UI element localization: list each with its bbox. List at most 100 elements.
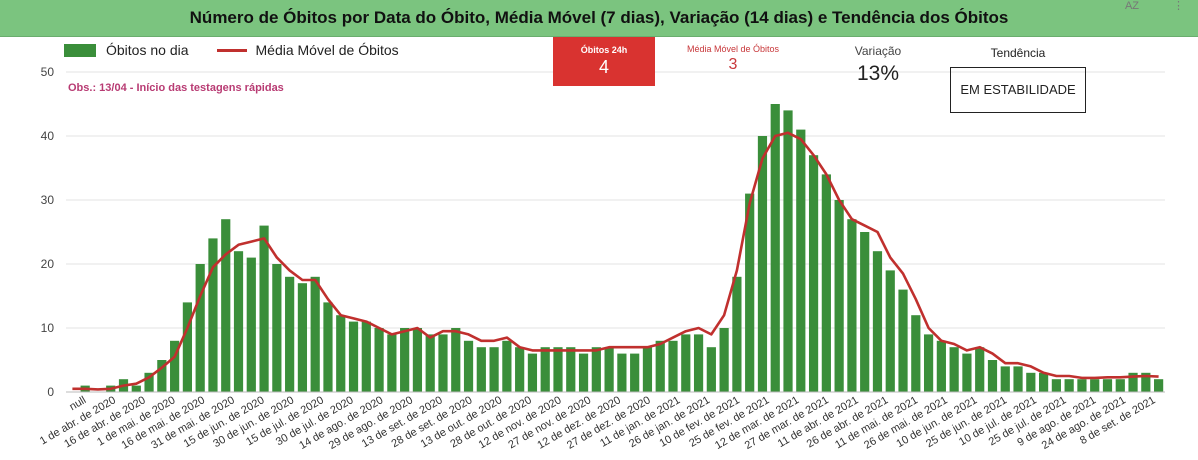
bar bbox=[1090, 379, 1100, 392]
bar bbox=[272, 264, 282, 392]
bar bbox=[975, 347, 985, 392]
bar bbox=[1154, 379, 1164, 392]
bar bbox=[387, 334, 397, 392]
y-tick-label: 50 bbox=[41, 65, 55, 79]
bar bbox=[502, 340, 512, 392]
bar bbox=[783, 110, 793, 393]
bar bbox=[195, 264, 205, 392]
bar bbox=[348, 321, 359, 392]
bar bbox=[1000, 366, 1010, 392]
bar bbox=[630, 353, 640, 392]
kpi-variation-value: 13% bbox=[856, 62, 900, 85]
bar bbox=[911, 315, 921, 392]
sort-az-icon[interactable]: AZ bbox=[1124, 0, 1139, 12]
y-tick-label: 20 bbox=[41, 257, 55, 271]
bar bbox=[489, 347, 499, 392]
bar bbox=[834, 200, 844, 392]
bar bbox=[757, 136, 768, 392]
bar bbox=[770, 104, 780, 392]
bar bbox=[1064, 379, 1074, 392]
bar bbox=[170, 340, 180, 392]
legend-line-label: Média Móvel de Óbitos bbox=[255, 42, 399, 58]
bar bbox=[898, 289, 908, 392]
more-menu-icon[interactable]: ⋮ bbox=[1173, 0, 1184, 12]
bar bbox=[297, 283, 308, 392]
kpi-variation: Variação 13% bbox=[840, 44, 916, 86]
bar bbox=[221, 219, 231, 392]
bar bbox=[668, 340, 678, 392]
corner-controls: AZ ⋮ bbox=[1125, 0, 1184, 12]
bar bbox=[412, 328, 423, 392]
bar bbox=[1013, 366, 1023, 392]
bar bbox=[1051, 379, 1061, 392]
chart-annotation: Obs.: 13/04 - Início das testagens rápid… bbox=[68, 82, 284, 94]
bar bbox=[693, 334, 704, 392]
bar bbox=[885, 270, 895, 392]
bar bbox=[527, 353, 538, 392]
bar bbox=[821, 174, 831, 392]
bar bbox=[949, 347, 959, 392]
kpi-moving-average: Média Móvel de Óbitos 3 bbox=[683, 44, 783, 74]
bar bbox=[463, 340, 474, 392]
chart-title: Número de Óbitos por Data do Óbito, Médi… bbox=[189, 8, 1009, 27]
bar bbox=[962, 353, 972, 392]
y-tick-label: 40 bbox=[41, 129, 55, 143]
bar bbox=[706, 347, 716, 392]
legend-bar-swatch bbox=[64, 43, 96, 57]
kpi-deaths-24h-label: Óbitos 24h bbox=[580, 45, 628, 55]
bar bbox=[872, 251, 883, 392]
bar bbox=[617, 353, 627, 392]
bar bbox=[936, 340, 946, 392]
bar bbox=[144, 372, 154, 392]
bar bbox=[336, 315, 346, 392]
bar bbox=[259, 225, 269, 392]
bar bbox=[796, 129, 806, 392]
kpi-trend-value: EM ESTABILIDADE bbox=[950, 67, 1086, 113]
bar bbox=[451, 328, 461, 392]
bar bbox=[860, 232, 870, 392]
bar bbox=[1077, 379, 1087, 392]
kpi-deaths-24h-value: 4 bbox=[598, 57, 609, 77]
legend-bar-label: Óbitos no dia bbox=[106, 42, 189, 58]
bar bbox=[1026, 372, 1036, 392]
bar bbox=[208, 238, 218, 392]
moving-average-line bbox=[72, 131, 1159, 391]
bar bbox=[578, 353, 589, 392]
bar bbox=[285, 276, 295, 392]
bar bbox=[182, 302, 193, 392]
bar bbox=[540, 347, 550, 392]
bar bbox=[425, 334, 435, 392]
bar bbox=[515, 347, 525, 392]
bar bbox=[553, 347, 563, 392]
kpi-trend-label: Tendência bbox=[990, 46, 1046, 60]
bar bbox=[719, 328, 729, 392]
y-tick-label: 0 bbox=[47, 385, 54, 399]
bar bbox=[1115, 379, 1125, 392]
kpi-moving-average-label: Média Móvel de Óbitos bbox=[686, 44, 780, 54]
bar bbox=[131, 385, 141, 392]
y-tick-label: 10 bbox=[41, 321, 55, 335]
bar bbox=[1038, 372, 1049, 392]
bar bbox=[233, 251, 244, 392]
chart-legend: Óbitos no dia Média Móvel de Óbitos bbox=[64, 42, 399, 58]
legend-line-swatch bbox=[216, 48, 247, 52]
bar bbox=[476, 347, 486, 392]
y-tick-label: 30 bbox=[41, 193, 55, 207]
bar bbox=[923, 334, 934, 392]
bar bbox=[400, 328, 410, 392]
kpi-trend: Tendência EM ESTABILIDADE bbox=[950, 46, 1086, 113]
bar bbox=[1102, 379, 1113, 392]
bar bbox=[655, 340, 665, 392]
bar bbox=[246, 257, 256, 392]
bar bbox=[604, 347, 614, 392]
bar bbox=[1141, 372, 1151, 392]
bar bbox=[310, 276, 320, 392]
bar bbox=[1128, 372, 1138, 392]
bar bbox=[361, 321, 371, 392]
bar bbox=[745, 193, 755, 392]
bar bbox=[681, 334, 691, 392]
bar bbox=[591, 347, 601, 392]
bar bbox=[157, 360, 167, 392]
bar bbox=[808, 155, 819, 392]
